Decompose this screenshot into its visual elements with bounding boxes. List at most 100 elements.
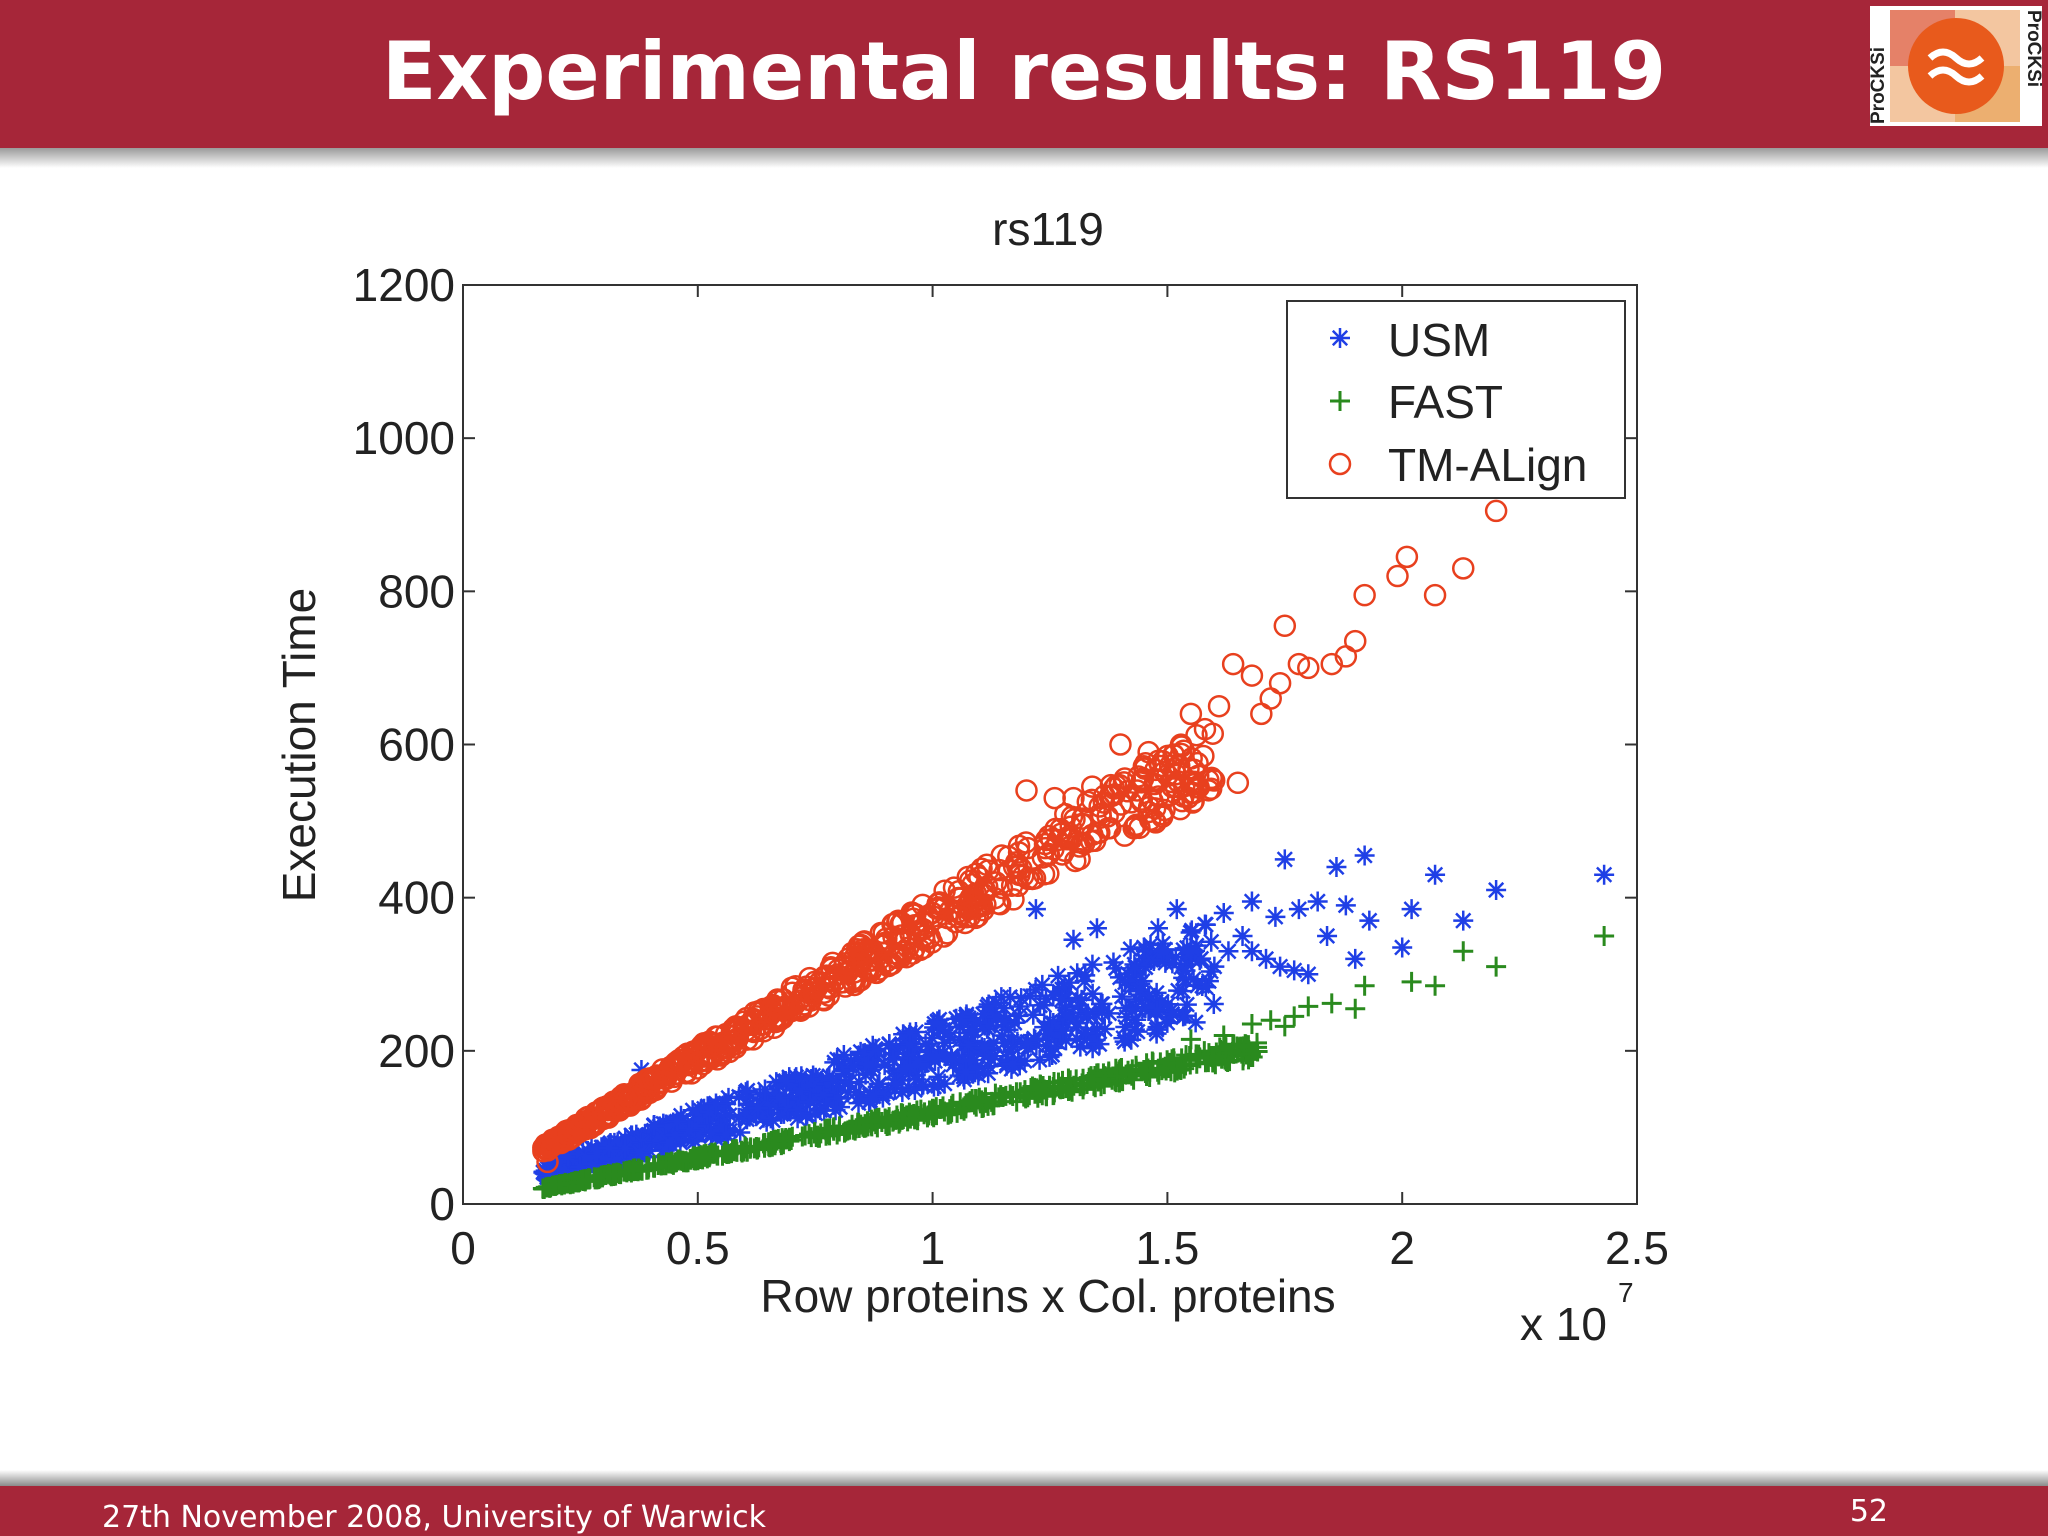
data-point	[1395, 545, 1419, 569]
data-point	[1146, 1000, 1167, 1021]
data-point	[1203, 994, 1224, 1015]
data-point	[1180, 922, 1201, 943]
data-point	[983, 1032, 1004, 1053]
x-tick-label: 2	[1389, 1222, 1415, 1274]
data-point	[1009, 996, 1030, 1017]
data-point	[1179, 702, 1203, 726]
data-point	[1165, 947, 1186, 968]
legend-marker-fast	[1330, 391, 1350, 411]
data-point	[773, 997, 796, 1021]
data-point	[839, 1072, 860, 1093]
data-point	[579, 1116, 602, 1140]
data-point	[1034, 995, 1055, 1016]
data-point	[1122, 1000, 1143, 1021]
data-point	[1126, 1009, 1147, 1030]
data-point	[957, 1051, 978, 1072]
data-point	[1423, 583, 1447, 607]
data-point	[846, 1082, 867, 1103]
data-point	[766, 989, 789, 1013]
data-point	[660, 1055, 684, 1078]
data-point	[1189, 950, 1210, 971]
data-point	[1260, 1010, 1281, 1031]
data-point	[1067, 1028, 1088, 1049]
data-point	[585, 1167, 606, 1188]
data-point	[928, 1066, 949, 1087]
data-point	[754, 1079, 775, 1100]
data-point	[598, 1137, 619, 1158]
data-point	[899, 1103, 920, 1124]
data-point	[1138, 985, 1159, 1006]
data-point	[1594, 864, 1615, 885]
data-point	[805, 1103, 826, 1124]
data-point	[735, 1028, 759, 1051]
data-point	[1109, 733, 1132, 756]
data-point	[969, 1091, 990, 1112]
data-point	[1213, 902, 1234, 923]
data-point	[682, 1100, 703, 1121]
data-point	[1039, 1046, 1060, 1067]
data-point	[1594, 925, 1615, 946]
data-point	[1320, 652, 1344, 676]
data-point	[622, 1147, 643, 1168]
data-point	[1259, 687, 1282, 710]
data-point	[1043, 1013, 1064, 1034]
data-point	[1109, 967, 1130, 988]
data-point	[1317, 925, 1338, 946]
data-point	[882, 1049, 903, 1070]
data-point	[735, 1082, 756, 1103]
data-point	[1025, 979, 1046, 1000]
data-point	[1157, 1012, 1178, 1033]
x-tick-label: 1	[920, 1222, 946, 1274]
data-point	[729, 1086, 750, 1107]
data-point	[847, 934, 871, 957]
data-point	[804, 1122, 825, 1143]
data-point	[726, 1141, 747, 1162]
y-tick-label: 800	[378, 565, 455, 617]
data-point	[1133, 955, 1154, 976]
data-point	[654, 1140, 675, 1161]
data-point	[1198, 971, 1219, 992]
data-point	[1274, 849, 1295, 870]
data-point	[1195, 977, 1216, 998]
data-point	[900, 1022, 921, 1043]
data-point	[1453, 941, 1474, 962]
data-point	[1386, 564, 1409, 588]
data-point	[866, 1080, 887, 1101]
data-point	[1189, 1047, 1210, 1068]
data-point	[579, 1152, 600, 1173]
data-point	[1094, 1019, 1115, 1040]
data-point	[1058, 1081, 1079, 1101]
data-point	[843, 1056, 864, 1077]
data-point	[1036, 1035, 1057, 1056]
data-point	[1063, 929, 1084, 950]
data-point	[974, 1038, 995, 1059]
data-point	[1203, 1052, 1224, 1073]
data-point	[1484, 499, 1508, 523]
data-point	[769, 1087, 790, 1108]
x-axis-label: Row proteins x Col. proteins	[760, 1270, 1335, 1322]
data-point	[933, 1019, 954, 1040]
data-point	[1401, 971, 1422, 992]
data-point	[1180, 747, 1203, 770]
data-point	[775, 1070, 796, 1091]
data-point	[1486, 880, 1507, 901]
data-point	[1343, 629, 1367, 653]
data-point	[1425, 975, 1446, 996]
data-point	[1075, 1022, 1096, 1043]
data-point	[1147, 1017, 1168, 1038]
x-multiplier-label: x 10	[1520, 1298, 1607, 1350]
data-point	[1000, 1084, 1021, 1105]
data-point	[1194, 914, 1215, 935]
data-point	[904, 1080, 925, 1101]
data-point	[659, 1152, 680, 1173]
data-point	[1201, 931, 1222, 952]
data-point	[1359, 910, 1380, 931]
x-tick-label: 0	[450, 1222, 476, 1274]
data-point	[912, 917, 935, 941]
data-point	[550, 1152, 571, 1173]
data-point	[1148, 918, 1169, 939]
data-point	[644, 1155, 665, 1176]
data-point	[1133, 937, 1154, 958]
data-point	[863, 1056, 884, 1077]
data-point	[950, 1007, 971, 1028]
